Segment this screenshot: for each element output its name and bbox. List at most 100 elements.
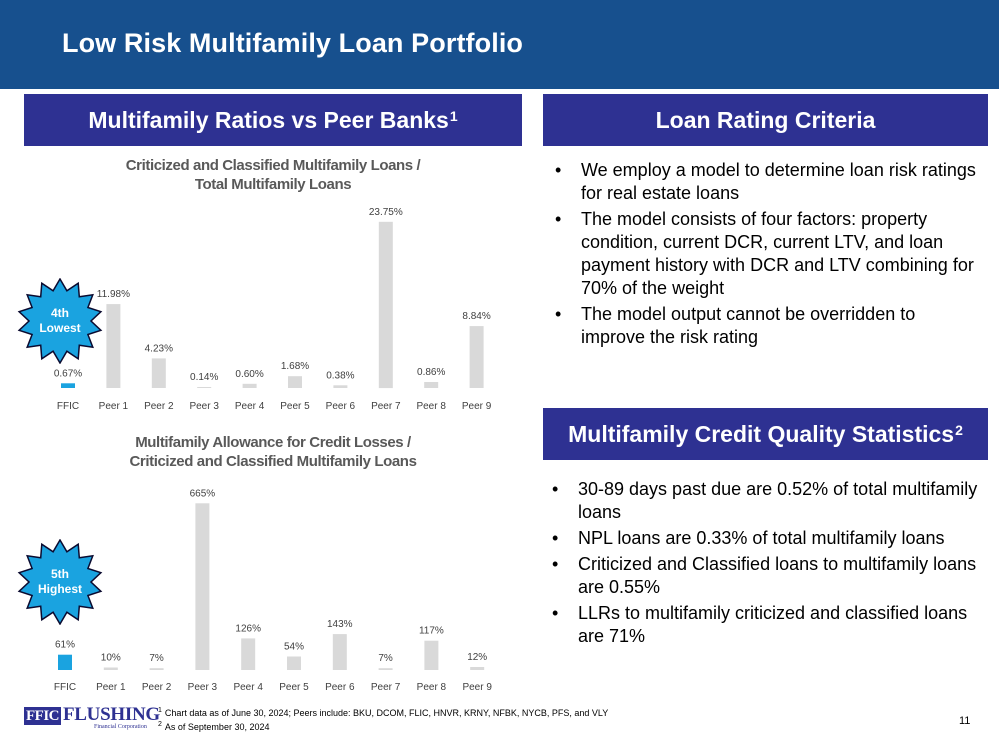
chart2-tick-label: Peer 3 (188, 682, 218, 693)
chart2-bar-peer-6 (332, 634, 347, 670)
footnotes: 1 Chart data as of June 30, 2024; Peers i… (158, 705, 608, 733)
peer-ratios-footnote-mark: 1 (449, 108, 458, 124)
slide-title: Low Risk Multifamily Loan Portfolio (62, 28, 524, 58)
footnote-1-mark: 1 (158, 707, 162, 714)
footnote-1: 1 Chart data as of June 30, 2024; Peers i… (158, 705, 608, 719)
chart2-title: Multifamily Allowance for Credit Losses … (48, 433, 498, 471)
starburst-icon (17, 539, 103, 625)
chart1-data-label: 23.75% (369, 207, 403, 218)
stats-bullet: 30-89 days past due are 0.52% of total m… (546, 478, 986, 524)
chart1-data-label: 0.67% (54, 368, 82, 379)
chart1-data-label: 0.86% (417, 367, 445, 378)
chart1-bar-peer-1 (106, 304, 121, 388)
chart2-tick-label: FFIC (54, 682, 76, 693)
chart1-title-line2: Total Multifamily Loans (194, 176, 352, 193)
chart2-tick-label: Peer 4 (233, 682, 263, 693)
chart2-bar-peer-7 (378, 668, 393, 670)
chart1-bar-peer-5 (288, 376, 302, 388)
chart1-data-label: 0.60% (235, 369, 263, 380)
logo-ffic-mark: FFIC (24, 707, 61, 725)
chart2-tick-label: Peer 6 (325, 682, 355, 693)
chart1-bar-peer-7 (378, 221, 393, 389)
chart2-data-label: 54% (284, 642, 304, 653)
chart2-tick-label: Peer 1 (96, 682, 126, 693)
chart1-bar-peer-8 (424, 382, 439, 388)
footnote-2-text: As of September 30, 2024 (164, 722, 270, 732)
badge1-line2: Lowest (39, 321, 81, 335)
criteria-bullet: The model output cannot be overridden to… (549, 303, 979, 349)
chart1-tick-label: Peer 2 (144, 401, 174, 412)
chart1-tick-label: FFIC (57, 401, 79, 412)
chart1-tick-label: Peer 8 (416, 401, 446, 412)
rank-badge-highest: 5th Highest (17, 539, 103, 625)
criteria-bullet: The model consists of four factors: prop… (549, 208, 979, 300)
chart2-bar-peer-3 (195, 503, 210, 670)
chart2-bar-peer-4 (241, 638, 256, 670)
logo-wordmark: FLUSHING (63, 704, 160, 725)
chart1-tick-label: Peer 7 (371, 401, 401, 412)
chart2-data-label: 10% (101, 653, 121, 664)
stats-bullet-list: 30-89 days past due are 0.52% of total m… (546, 478, 986, 651)
chart1-tick-label: Peer 3 (189, 401, 219, 412)
chart2-data-label: 117% (419, 626, 444, 637)
chart1-title-line1: Criticized and Classified Multifamily Lo… (125, 157, 421, 174)
stats-bullet: Criticized and Classified loans to multi… (546, 553, 986, 599)
chart2-tick-label: Peer 8 (417, 682, 447, 693)
chart1-title: Criticized and Classified Multifamily Lo… (48, 156, 498, 194)
badge1-line1: 4th (51, 306, 69, 320)
chart2-bar-ffic (58, 654, 72, 670)
criteria-bullet-list: We employ a model to determine loan risk… (549, 159, 979, 352)
chart1-bar-peer-2 (151, 358, 166, 388)
chart2-tick-label: Peer 5 (279, 682, 309, 693)
chart1-tick-label: Peer 1 (99, 401, 129, 412)
rank-badge-lowest: 4th Lowest (17, 278, 103, 364)
chart1-data-label: 4.23% (145, 343, 173, 354)
loan-rating-criteria-header-text: Loan Rating Criteria (655, 106, 876, 133)
footnote-2-mark: 2 (158, 721, 162, 728)
chart1-tick-label: Peer 6 (326, 401, 356, 412)
credit-quality-stats-header: Multifamily Credit Quality Statistics 2 (543, 408, 988, 460)
chart2-bar-peer-2 (149, 668, 164, 670)
chart2-data-label: 61% (55, 640, 75, 651)
chart1-tick-label: Peer 5 (280, 401, 310, 412)
page-number: 11 (959, 715, 971, 727)
starburst-icon (17, 278, 103, 364)
footnote-2: 2 As of September 30, 2024 (158, 719, 608, 733)
chart1-bar-peer-6 (333, 385, 348, 388)
badge2-line2: Highest (37, 582, 82, 596)
criteria-bullet: We employ a model to determine loan risk… (549, 159, 979, 205)
chart2-title-line1: Multifamily Allowance for Credit Losses … (135, 434, 411, 451)
flushing-logo: FFIC FLUSHING Financial Corporation (24, 705, 160, 730)
footnote-1-text: Chart data as of June 30, 2024; Peers in… (164, 708, 609, 718)
peer-ratios-header-text: Multifamily Ratios vs Peer Banks (88, 106, 449, 133)
chart1-data-label: 0.38% (326, 370, 354, 381)
chart2-tick-label: Peer 9 (462, 682, 492, 693)
chart2-data-label: 12% (467, 652, 487, 663)
title-bar: Low Risk Multifamily Loan Portfolio (0, 0, 999, 89)
chart1-bar-peer-3 (197, 387, 212, 388)
loan-rating-criteria-header: Loan Rating Criteria (543, 94, 988, 146)
chart2-tick-label: Peer 7 (371, 682, 401, 693)
chart1-data-label: 0.14% (190, 372, 218, 383)
chart1-bar-peer-4 (242, 383, 257, 388)
logo-subtitle: Financial Corporation (94, 724, 147, 730)
chart2-title-line2: Criticized and Classified Multifamily Lo… (129, 453, 417, 470)
peer-ratios-header: Multifamily Ratios vs Peer Banks 1 (24, 94, 522, 146)
chart2-bar-peer-9 (470, 667, 485, 670)
chart2-data-label: 126% (235, 623, 261, 634)
chart1-data-label: 1.68% (281, 361, 309, 372)
chart1-data-label: 8.84% (462, 311, 490, 322)
chart2-data-label: 143% (327, 619, 353, 630)
chart1-data-label: 11.98% (97, 289, 130, 300)
chart2-data-label: 7% (149, 653, 164, 664)
chart2-data-label: 665% (190, 488, 216, 499)
badge2-line1: 5th (51, 567, 69, 581)
chart2-bar-peer-1 (103, 667, 118, 670)
chart2-data-label: 7% (378, 653, 393, 664)
chart1-tick-label: Peer 4 (235, 401, 265, 412)
credit-quality-stats-header-text: Multifamily Credit Quality Statistics (568, 420, 955, 447)
chart1-bar-peer-9 (469, 326, 484, 388)
stats-bullet: NPL loans are 0.33% of total multifamily… (546, 527, 986, 550)
chart2-bar-peer-5 (287, 656, 301, 670)
